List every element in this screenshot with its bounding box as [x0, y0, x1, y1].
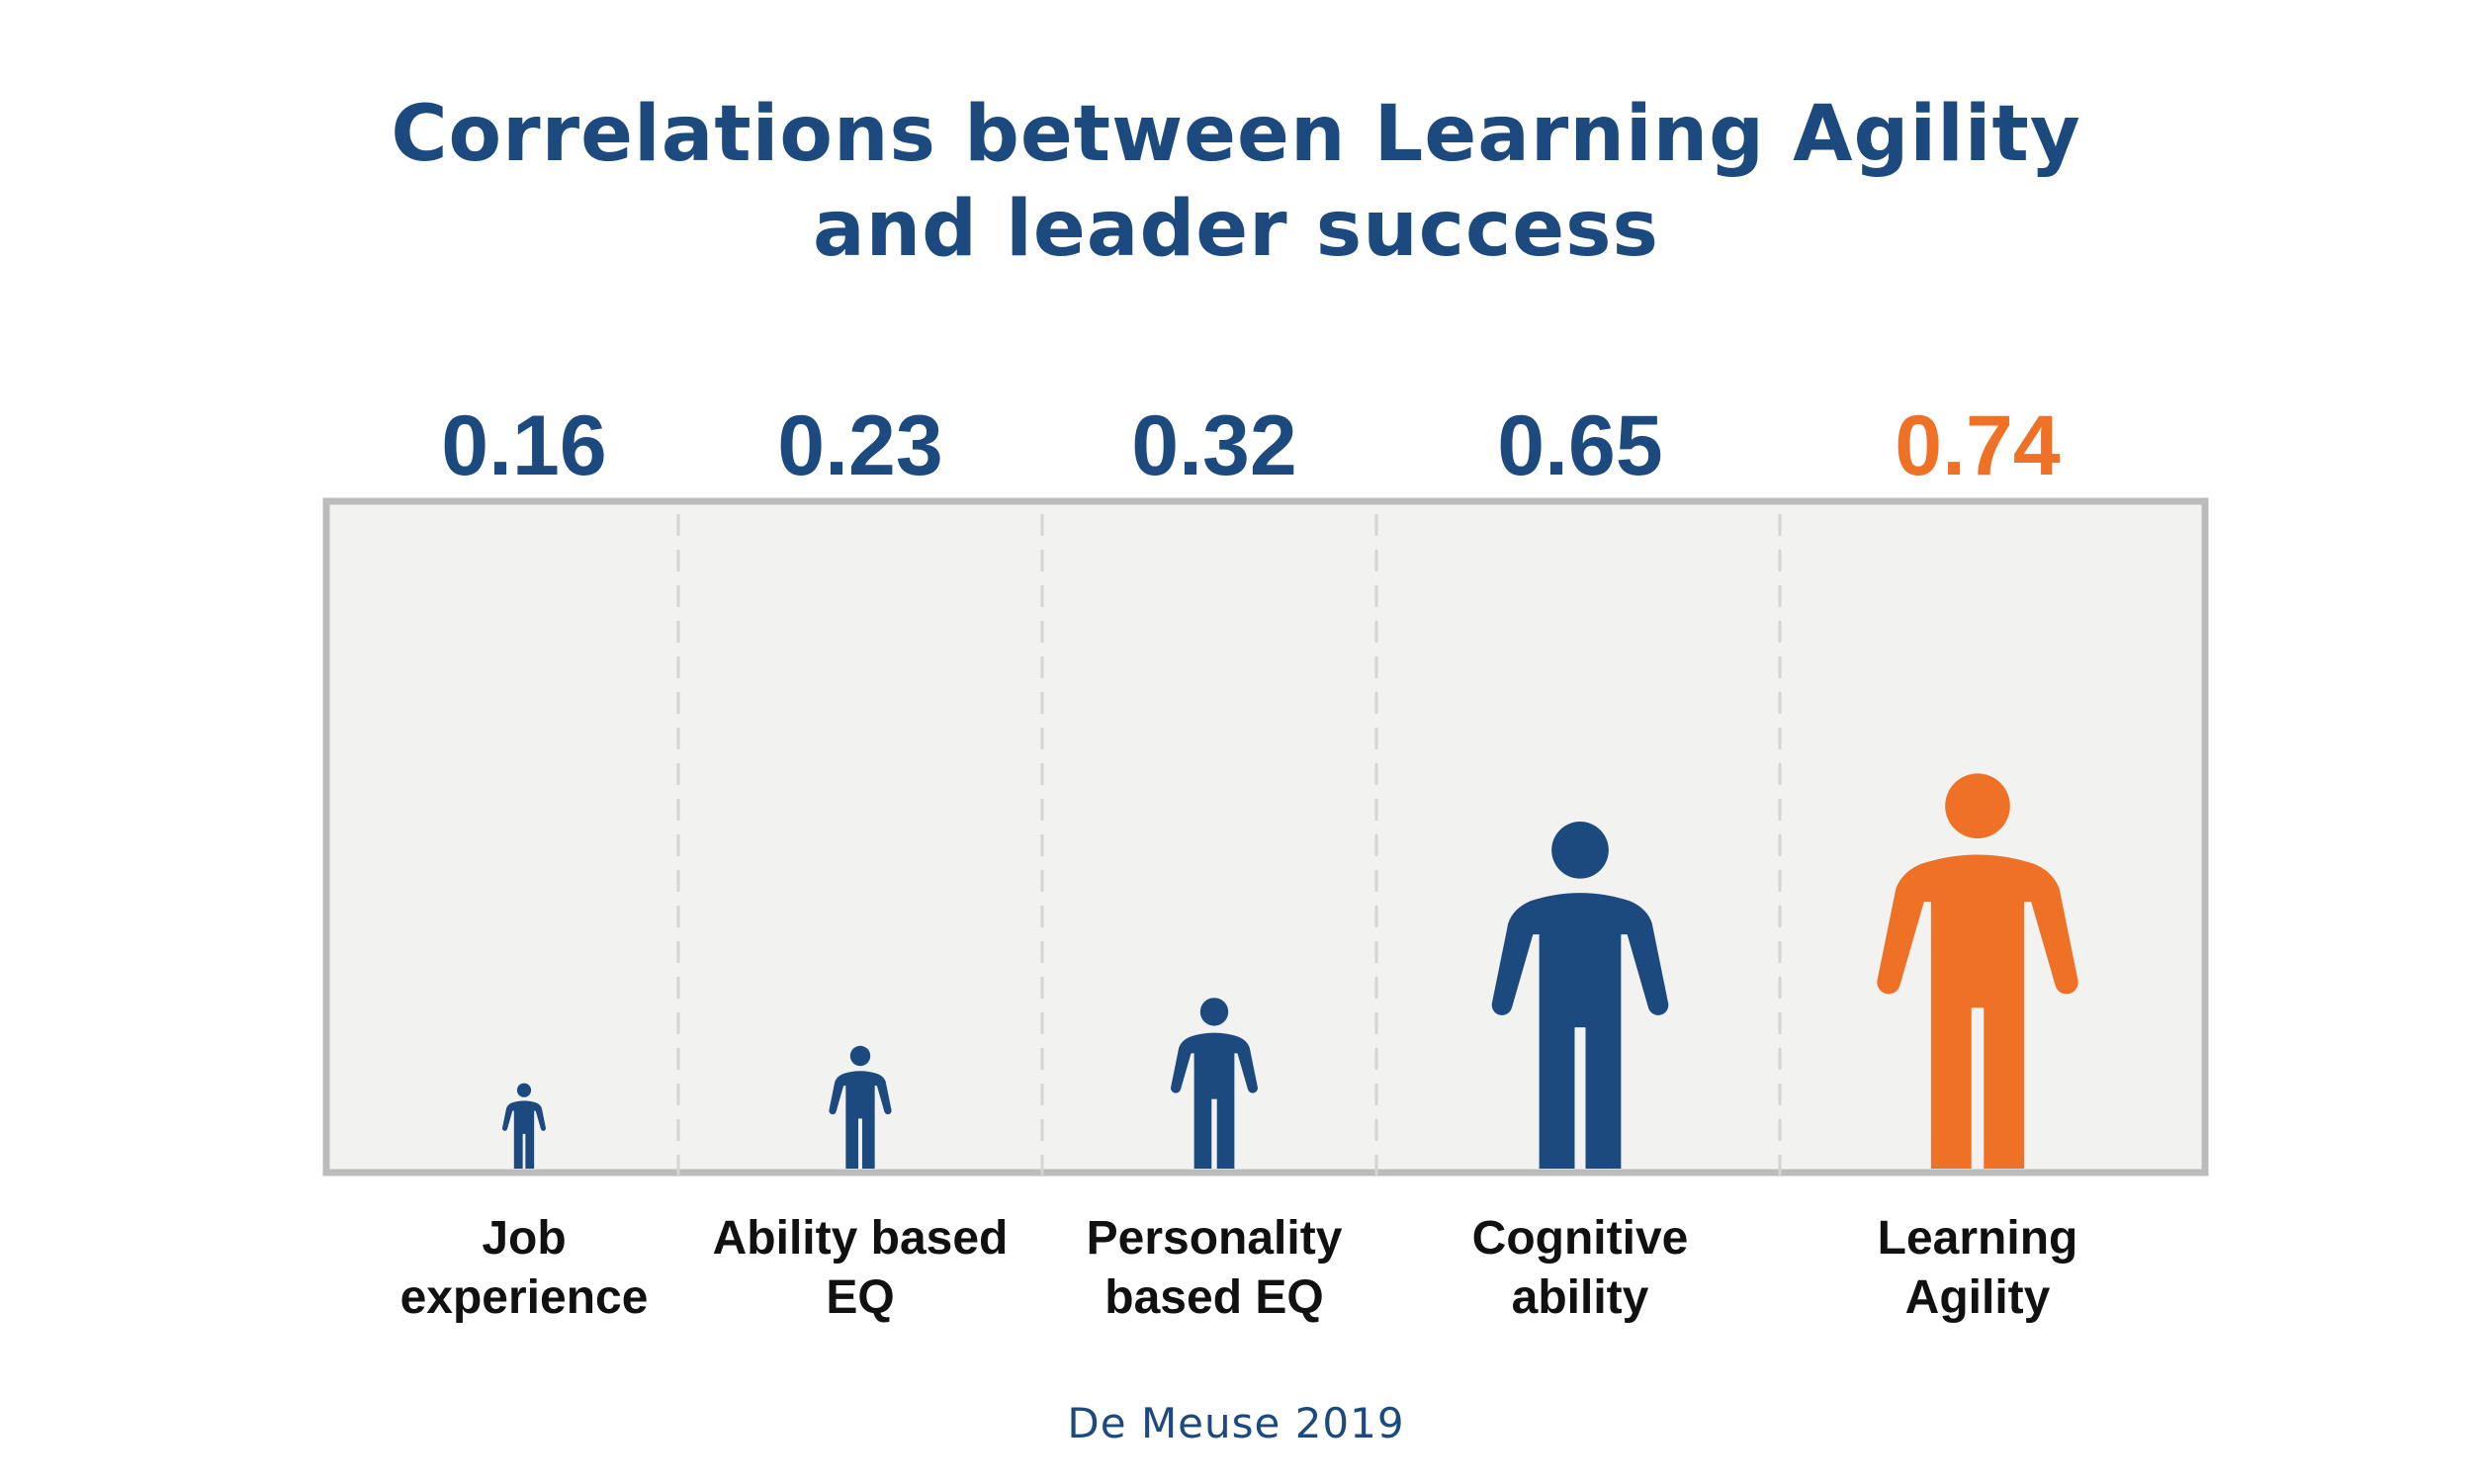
category-dividers [676, 514, 1782, 1181]
person-icon-4 [1491, 822, 1669, 1169]
person-body [829, 1071, 892, 1169]
value-label-3: 0.32 [1131, 398, 1296, 493]
category-label-2-line-2: EQ [826, 1271, 894, 1324]
category-label-2-line-1: Ability based [713, 1212, 1009, 1265]
title-line-1: Correlations between Learning Agility [391, 90, 2081, 179]
person-icon-3 [1171, 998, 1258, 1169]
value-label-2: 0.23 [777, 398, 942, 493]
chart-panel [322, 497, 2209, 1177]
person-markers [502, 773, 2078, 1169]
person-body [502, 1100, 546, 1169]
source-citation: De Meuse 2019 [1067, 1399, 1405, 1447]
person-head [849, 1045, 871, 1067]
title-line-2: and leader success [813, 185, 1659, 274]
person-head [1945, 773, 2010, 839]
person-body [1171, 1032, 1258, 1169]
person-head [516, 1083, 532, 1097]
category-label-1-line-1: Job [482, 1212, 566, 1265]
person-body [1877, 854, 2078, 1169]
person-icon-1 [502, 1083, 546, 1169]
category-label-5-line-2: Agility [1905, 1271, 2051, 1324]
value-labels: 0.16 0.23 0.32 0.65 0.74 [441, 398, 2061, 493]
person-icon-2 [829, 1045, 892, 1169]
value-label-1: 0.16 [441, 398, 606, 493]
value-label-5: 0.74 [1895, 398, 2061, 493]
value-label-4: 0.65 [1497, 398, 1662, 493]
person-icon-5 [1877, 773, 2078, 1169]
category-label-4-line-2: ability [1512, 1271, 1649, 1324]
chart-title: Correlations between Learning Agility an… [0, 87, 2472, 277]
person-body [1491, 893, 1669, 1169]
person-head [1199, 998, 1229, 1026]
category-label-3-line-1: Personality [1087, 1212, 1343, 1265]
category-label-4-line-1: Cognitive [1472, 1212, 1689, 1265]
person-head [1551, 822, 1609, 879]
category-labels: Job experience Ability based EQ Personality b… [400, 1212, 2078, 1324]
category-label-1-line-2: experience [400, 1271, 649, 1324]
category-label-5-line-1: Learning [1878, 1212, 2078, 1265]
category-label-3-line-2: based EQ [1104, 1271, 1323, 1324]
